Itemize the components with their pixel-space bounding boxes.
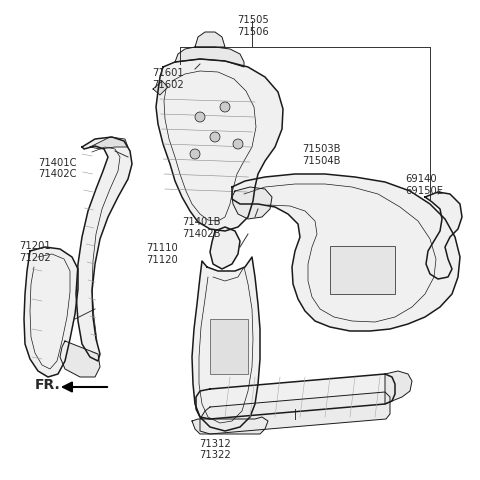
Polygon shape [200, 392, 390, 434]
Polygon shape [90, 138, 128, 150]
Polygon shape [192, 257, 260, 431]
Polygon shape [385, 371, 412, 404]
Text: 71601
71602: 71601 71602 [153, 68, 184, 90]
Text: 71503B
71504B: 71503B 71504B [302, 144, 341, 166]
Circle shape [233, 140, 243, 150]
Polygon shape [60, 341, 100, 377]
Text: 71401B
71402B: 71401B 71402B [182, 217, 221, 239]
Polygon shape [76, 138, 132, 361]
Circle shape [210, 133, 220, 143]
Text: 71110
71120: 71110 71120 [146, 242, 178, 264]
Polygon shape [153, 82, 168, 96]
Text: 71312
71322: 71312 71322 [199, 438, 231, 459]
Text: 71505
71506: 71505 71506 [238, 15, 269, 37]
Polygon shape [24, 248, 78, 377]
Text: 69140
69150E: 69140 69150E [406, 174, 444, 195]
Circle shape [220, 103, 230, 113]
Polygon shape [232, 175, 460, 331]
Polygon shape [196, 374, 395, 419]
Bar [210, 319, 248, 374]
Polygon shape [192, 417, 268, 434]
Polygon shape [195, 33, 225, 48]
Circle shape [195, 113, 205, 123]
Circle shape [190, 150, 200, 160]
Bar [330, 247, 395, 294]
Polygon shape [156, 60, 283, 231]
Polygon shape [210, 228, 240, 269]
Text: 71401C
71402C: 71401C 71402C [38, 157, 77, 179]
Text: 71201
71202: 71201 71202 [19, 241, 51, 263]
Polygon shape [425, 192, 462, 279]
Polygon shape [232, 188, 272, 219]
Polygon shape [175, 48, 244, 68]
Text: FR.: FR. [35, 377, 60, 391]
